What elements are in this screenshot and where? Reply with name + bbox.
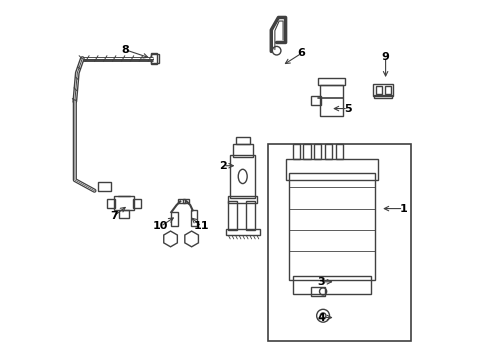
Bar [313, 144, 321, 158]
Text: 10: 10 [153, 221, 168, 231]
Bar [183, 199, 189, 203]
Bar [373, 95, 391, 98]
Bar [151, 53, 156, 64]
Bar [114, 196, 134, 210]
Bar [246, 202, 255, 230]
Bar [225, 229, 259, 235]
Bar [119, 210, 128, 217]
Bar [310, 287, 324, 296]
Bar [372, 84, 392, 96]
Bar [384, 86, 390, 94]
Bar [98, 182, 110, 191]
Text: 9: 9 [381, 52, 389, 62]
Text: 2: 2 [219, 161, 226, 171]
Bar [317, 78, 344, 85]
Bar [151, 54, 159, 63]
Bar [228, 196, 257, 203]
Text: 1: 1 [399, 203, 407, 213]
Text: 11: 11 [193, 221, 209, 231]
Bar [230, 155, 255, 198]
Text: 8: 8 [121, 45, 128, 55]
Bar [190, 210, 197, 226]
Bar [292, 276, 370, 294]
Bar [285, 158, 378, 180]
Bar [292, 144, 299, 158]
Bar [233, 144, 252, 157]
Text: 4: 4 [317, 312, 325, 323]
Bar [288, 173, 374, 280]
Bar [319, 85, 342, 116]
Text: 7: 7 [110, 211, 118, 221]
Bar [303, 144, 310, 158]
Bar [228, 202, 237, 230]
Bar [335, 144, 342, 158]
Bar [178, 199, 184, 203]
Bar [267, 144, 410, 341]
Bar [107, 199, 115, 208]
Bar [310, 96, 320, 105]
Text: 6: 6 [297, 48, 305, 58]
Text: 5: 5 [344, 104, 351, 113]
Bar [375, 86, 382, 94]
Bar [235, 137, 249, 144]
Bar [133, 199, 141, 208]
Bar [171, 212, 178, 226]
Bar [324, 144, 331, 158]
Text: 3: 3 [317, 277, 325, 287]
